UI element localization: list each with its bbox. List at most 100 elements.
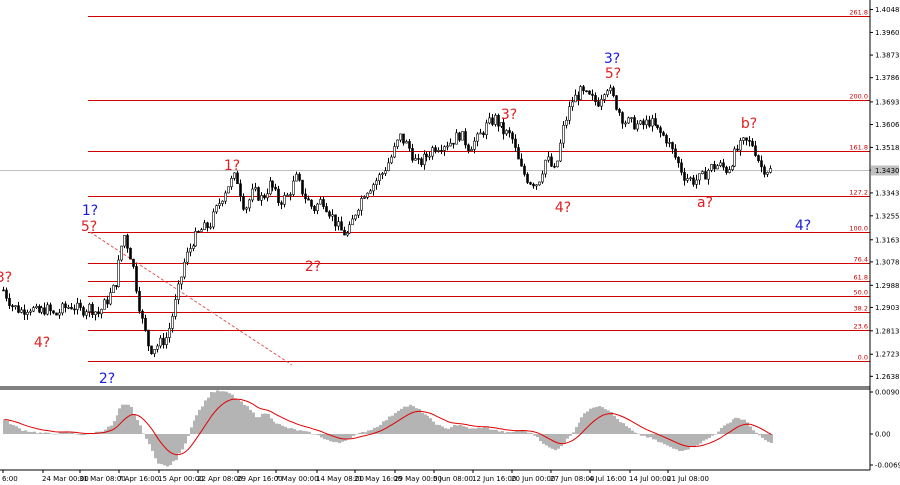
macd-histogram-bar — [59, 432, 62, 434]
macd-histogram-bar — [160, 434, 163, 465]
macd-histogram-bar — [643, 434, 646, 436]
macd-histogram-bar — [619, 422, 622, 434]
candle-body — [508, 130, 511, 134]
wave-label: 4? — [795, 218, 811, 234]
candle-body — [381, 173, 384, 175]
candle-body — [82, 307, 85, 316]
macd-histogram-bar — [376, 426, 379, 434]
macd-histogram-bar — [344, 434, 347, 441]
candle-body — [363, 197, 366, 199]
macd-histogram-bar — [557, 434, 560, 449]
macd-histogram-bar — [424, 414, 427, 434]
macd-histogram-bar — [299, 430, 302, 434]
macd-histogram-bar — [655, 434, 658, 440]
candle-body — [565, 119, 568, 126]
candle-body — [526, 173, 529, 183]
candle-body — [550, 156, 553, 167]
macd-histogram-bar — [595, 406, 598, 434]
macd-histogram-bar — [44, 432, 47, 434]
macd-histogram-bar — [646, 434, 649, 438]
macd-histogram-bar — [278, 424, 281, 434]
macd-histogram-bar — [133, 414, 136, 434]
candle-body — [147, 329, 150, 347]
candle-body — [497, 115, 500, 127]
macd-histogram-bar — [50, 433, 53, 435]
macd-histogram-bar — [107, 426, 110, 434]
candle-body — [112, 285, 115, 294]
macd-histogram-bar — [53, 434, 56, 435]
macd-histogram-bar — [409, 404, 412, 434]
candle-body — [428, 155, 431, 158]
macd-histogram-bar — [347, 434, 350, 439]
candle-body — [529, 182, 532, 185]
macd-histogram-bar — [622, 423, 625, 434]
candle-body — [138, 290, 141, 312]
macd-histogram-bar — [394, 413, 397, 434]
candle-body — [283, 195, 286, 205]
candle-body — [200, 229, 203, 232]
macd-histogram-bar — [62, 431, 65, 434]
x-tick-label: 15 Apr 00:00 — [158, 475, 204, 483]
macd-histogram-bar — [447, 428, 450, 434]
candle-body — [150, 345, 153, 355]
candle-body — [725, 166, 728, 173]
macd-histogram-bar — [272, 421, 275, 434]
candle-body — [514, 138, 517, 148]
x-tick-label: 12 Jun 16:00 — [472, 475, 516, 483]
candle-body — [354, 214, 357, 220]
candle-body — [698, 173, 701, 181]
macd-histogram-bar — [27, 431, 30, 434]
candle-body — [446, 145, 449, 148]
macd-histogram-bar — [521, 430, 524, 434]
candle-body — [449, 142, 452, 147]
macd-histogram-bar — [708, 434, 711, 438]
candle-body — [97, 311, 100, 315]
macd-histogram-bar — [486, 427, 489, 434]
macd-histogram-bar — [444, 428, 447, 434]
macd-histogram-bar — [231, 394, 234, 434]
macd-histogram-bar — [71, 432, 74, 434]
candle-body — [648, 119, 651, 127]
candle-body — [197, 231, 200, 233]
macd-histogram-bar — [382, 421, 385, 434]
candle-body — [192, 245, 195, 249]
candle-body — [109, 292, 112, 305]
candle-body — [103, 299, 106, 310]
candle-body — [568, 106, 571, 121]
macd-histogram-bar — [18, 428, 21, 434]
candle-body — [769, 168, 772, 173]
macd-histogram-bar — [142, 433, 145, 434]
macd-histogram-bar — [329, 434, 332, 442]
macd-histogram-bar — [480, 427, 483, 434]
macd-histogram-bar — [210, 392, 213, 434]
macd-histogram-bar — [65, 431, 68, 434]
macd-histogram-bar — [583, 413, 586, 434]
x-tick-label: 22 Apr 08:00 — [197, 475, 243, 483]
candle-body — [162, 337, 165, 346]
y-tick-label: 1.3606 — [875, 121, 900, 129]
macd-histogram-bar — [429, 418, 432, 434]
candle-body — [520, 158, 523, 167]
macd-histogram-bar — [438, 424, 441, 434]
candle-body — [5, 289, 8, 299]
candle-body — [168, 328, 171, 338]
macd-histogram-bar — [717, 431, 720, 434]
macd-histogram-bar — [136, 420, 139, 434]
macd-histogram-bar — [518, 430, 521, 434]
candle-body — [479, 132, 482, 135]
candle-body — [322, 199, 325, 207]
fib-level-label: 100.0 — [849, 225, 868, 233]
candle-body — [621, 112, 624, 124]
candle-body — [212, 211, 215, 228]
candle-body — [337, 221, 340, 227]
wave-label: 2? — [99, 371, 115, 387]
candle-body — [686, 178, 689, 181]
macd-histogram-bar — [462, 426, 465, 434]
macd-histogram-bar — [610, 412, 613, 434]
candle-body — [434, 147, 437, 152]
candle-body — [603, 94, 606, 100]
candle-body — [263, 195, 266, 199]
candle-body — [215, 205, 218, 213]
macd-histogram-bar — [501, 431, 504, 434]
candle-body — [26, 311, 29, 315]
